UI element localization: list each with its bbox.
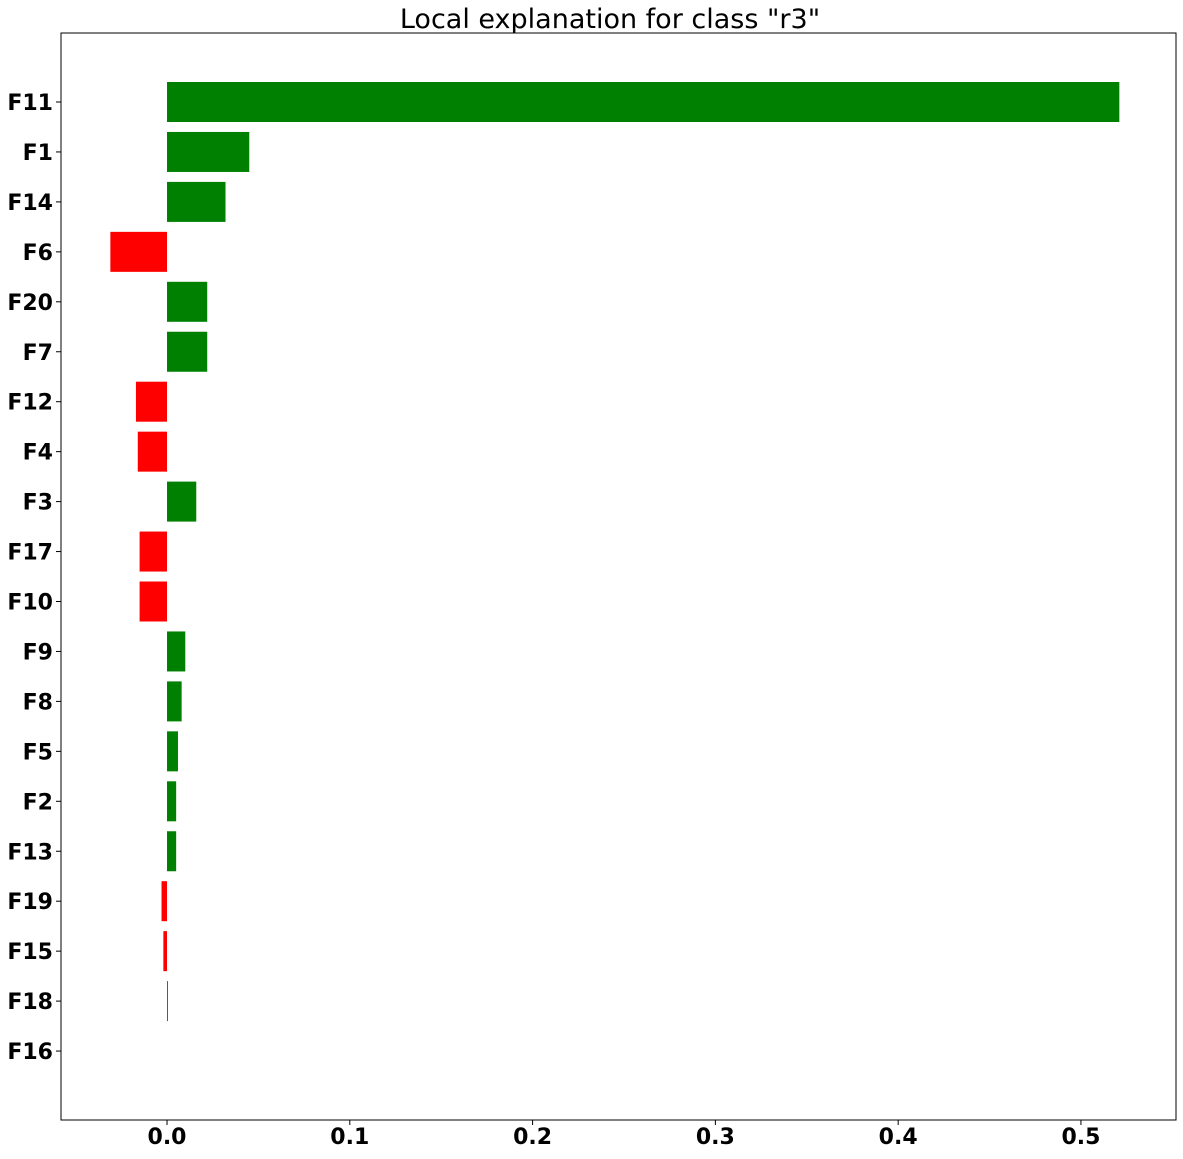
x-tick-label: 0.2: [513, 1125, 552, 1150]
y-tick-label-f12: F12: [7, 391, 53, 416]
bar-f8: [167, 681, 182, 722]
y-tick-label-f19: F19: [7, 890, 53, 915]
chart-title: Local explanation for class "r3": [400, 4, 820, 35]
plot-frame: [60, 32, 1177, 1121]
x-tick-label: 0.4: [879, 1125, 918, 1150]
bar-f15: [163, 931, 168, 972]
x-tick-label: 0.1: [330, 1125, 369, 1150]
y-tick-label-f20: F20: [7, 291, 53, 316]
y-tick-label-f6: F6: [23, 241, 53, 266]
bar-f4: [137, 431, 168, 472]
y-tick-label-f13: F13: [7, 840, 53, 865]
bar-f20: [167, 281, 208, 322]
y-tick-label-f18: F18: [7, 990, 53, 1015]
y-tick-label-f11: F11: [7, 91, 53, 116]
bar-f18: [167, 981, 168, 1022]
bars-group: [110, 82, 1120, 1022]
y-tick-label-f9: F9: [23, 640, 53, 665]
y-tick-label-f1: F1: [23, 141, 53, 166]
bar-f11: [167, 82, 1120, 122]
bar-f14: [167, 181, 226, 222]
y-tick-label-f14: F14: [7, 191, 53, 216]
bar-f6: [110, 231, 168, 272]
y-tick-label-f15: F15: [7, 940, 53, 965]
y-tick-label-f4: F4: [23, 441, 53, 466]
y-tick-label-f2: F2: [23, 790, 53, 815]
bar-f1: [167, 131, 250, 172]
x-tick-labels: 0.0 0.1 0.2 0.3 0.4 0.5: [148, 1120, 1100, 1150]
bar-f3: [167, 481, 197, 522]
bar-f13: [167, 831, 177, 872]
y-tick-label-f17: F17: [7, 541, 53, 566]
bar-f9: [167, 631, 186, 672]
y-tick-label-f5: F5: [23, 740, 53, 765]
bar-f7: [167, 331, 208, 372]
y-tick-label-f7: F7: [23, 341, 53, 366]
bar-f17: [139, 531, 168, 572]
bar-f5: [167, 731, 178, 772]
x-tick-label: 0.5: [1061, 1125, 1100, 1150]
x-tick-label: 0.3: [696, 1125, 735, 1150]
y-tick-label-f10: F10: [7, 591, 53, 616]
bar-f2: [167, 781, 177, 822]
bar-f10: [139, 581, 168, 622]
y-tick-label-f16: F16: [7, 1040, 53, 1065]
x-tick-label: 0.0: [148, 1125, 187, 1150]
y-tick-labels: F11 F1 F14 F6 F20 F7 F12 F4 F3 F17 F10 F9 F8 F5 F2 F13 F…: [7, 91, 61, 1065]
bar-f12: [135, 381, 168, 422]
bar-f19: [161, 881, 168, 922]
y-tick-label-f8: F8: [23, 690, 53, 715]
y-tick-label-f3: F3: [23, 491, 53, 516]
